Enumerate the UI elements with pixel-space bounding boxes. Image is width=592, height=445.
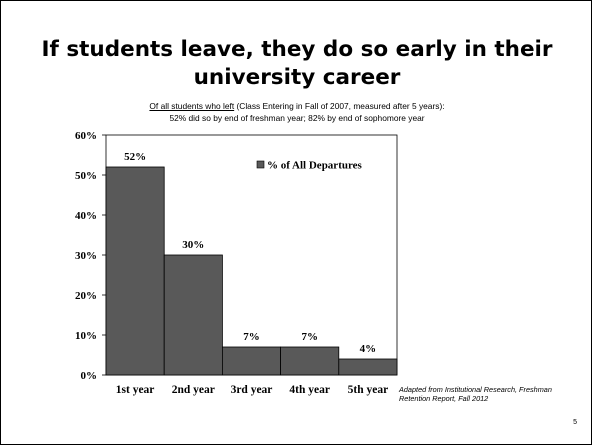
x-tick-label: 4th year [289, 384, 330, 396]
y-tick-label: 30% [75, 250, 97, 262]
slide-subtitle: Of all students who left (Class Entering… [21, 100, 573, 124]
x-tick-label: 1st year [116, 384, 155, 396]
bar [105, 166, 165, 376]
x-tick-label: 3rd year [231, 384, 273, 396]
y-tick-label: 0% [81, 370, 98, 382]
subtitle-line-2: 52% did so by end of freshman year; 82% … [169, 113, 425, 123]
legend-swatch [256, 160, 265, 169]
bar [338, 358, 398, 376]
bar [163, 254, 223, 376]
y-tick-label: 10% [75, 330, 97, 342]
bar-data-label: 30% [182, 239, 204, 251]
y-tick-label: 40% [75, 210, 97, 222]
bar-data-label: 4% [360, 343, 377, 355]
bar-data-label: 52% [124, 151, 146, 163]
y-tick-label: 20% [75, 290, 97, 302]
x-tick-label: 2nd year [172, 384, 215, 396]
source-note: Adapted from Institutional Research, Fre… [399, 385, 552, 403]
bar-data-label: 7% [301, 331, 318, 343]
subtitle-underlined: Of all students who left [149, 101, 235, 111]
x-tick-label: 5th year [348, 384, 389, 396]
subtitle-rest: (Class Entering in Fall of 2007, measure… [234, 101, 445, 111]
subtitle-line-1: Of all students who left (Class Entering… [21, 100, 573, 112]
legend-label: % of All Departures [267, 160, 363, 172]
slide-title: If students leave, they do so early in t… [41, 37, 553, 90]
bar [221, 346, 281, 376]
y-tick-label: 50% [75, 170, 97, 182]
bar-data-label: 7% [243, 331, 260, 343]
page-number: 5 [573, 419, 577, 426]
bar [280, 346, 340, 376]
y-tick-label: 60% [75, 130, 97, 142]
